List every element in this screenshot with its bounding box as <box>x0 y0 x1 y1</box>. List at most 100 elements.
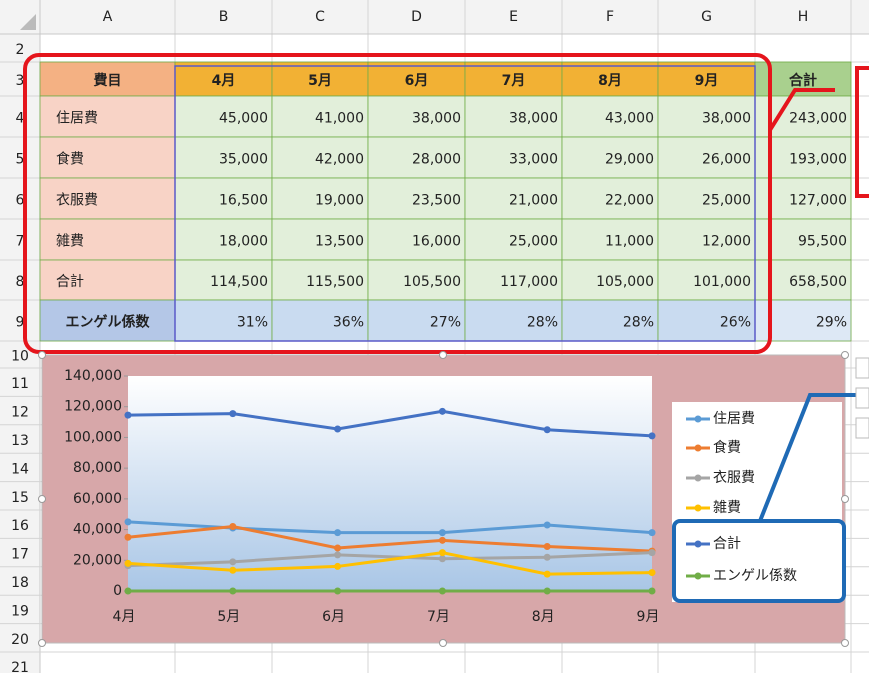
point <box>125 560 132 567</box>
header-text: 費目 <box>94 72 122 89</box>
row-number: 11 <box>11 376 29 392</box>
cell-text: 35,000 <box>219 152 268 168</box>
cell-text: 31% <box>237 315 268 331</box>
cell-text: 25,000 <box>702 193 751 209</box>
cell-text: 243,000 <box>789 111 847 127</box>
cell-text: 28% <box>527 315 558 331</box>
cell-text: 19,000 <box>315 193 364 209</box>
cell-text: 101,000 <box>693 274 751 290</box>
point <box>229 523 236 530</box>
x-tick-label: 8月 <box>532 609 555 625</box>
row-number: 18 <box>11 575 29 591</box>
cell-text: 38,000 <box>702 111 751 127</box>
point <box>334 563 341 570</box>
cell-text: 11,000 <box>605 234 654 250</box>
point <box>544 426 551 433</box>
row-number: 19 <box>11 603 29 619</box>
cell-text: 13,500 <box>315 234 364 250</box>
column-header: D <box>411 9 422 25</box>
legend-label: エンゲル係数 <box>713 568 797 584</box>
cell-text: 16,500 <box>219 193 268 209</box>
point <box>649 432 656 439</box>
point <box>229 410 236 417</box>
point <box>125 412 132 419</box>
cell-text: 95,500 <box>798 234 847 250</box>
y-tick-label: 120,000 <box>64 399 122 415</box>
cell-text: 127,000 <box>789 193 847 209</box>
point <box>439 529 446 536</box>
cell-text: 25,000 <box>509 234 558 250</box>
point <box>544 521 551 528</box>
cell-text: 29% <box>816 315 847 331</box>
resize-handle <box>440 640 447 647</box>
point <box>334 529 341 536</box>
point <box>334 545 341 552</box>
row-header-bar <box>0 0 40 673</box>
point <box>439 537 446 544</box>
cell-text: 合計 <box>56 274 84 290</box>
point <box>649 587 656 594</box>
legend-marker <box>695 416 702 423</box>
cell-text: 16,000 <box>412 234 461 250</box>
cell-text: 住居費 <box>56 111 98 127</box>
y-tick-label: 60,000 <box>73 491 122 507</box>
point <box>125 518 132 525</box>
cell-text: 26% <box>720 315 751 331</box>
point <box>544 587 551 594</box>
legend-marker <box>695 475 702 482</box>
resize-handle <box>39 352 46 359</box>
cell-text: 26,000 <box>702 152 751 168</box>
cell-text: 105,000 <box>596 274 654 290</box>
x-tick-label: 9月 <box>637 609 660 625</box>
y-tick-label: 40,000 <box>73 522 122 538</box>
cell-text: 28% <box>623 315 654 331</box>
point <box>125 534 132 541</box>
cell-text: 117,000 <box>500 274 558 290</box>
row-number: 15 <box>11 490 29 506</box>
legend-label: 食費 <box>713 439 741 456</box>
header-text: 8月 <box>598 73 622 89</box>
point <box>439 408 446 415</box>
legend-marker <box>695 445 702 452</box>
x-tick-label: 7月 <box>427 609 450 625</box>
cell-text: 22,000 <box>605 193 654 209</box>
resize-handle <box>842 640 849 647</box>
legend-label: 雑費 <box>713 500 741 516</box>
header-text: 合計 <box>789 72 817 89</box>
cell-text: 42,000 <box>315 152 364 168</box>
row-number: 12 <box>11 405 29 421</box>
column-header: E <box>509 9 518 25</box>
column-header: A <box>103 9 113 25</box>
column-header: G <box>701 9 712 25</box>
cell-text: 23,500 <box>412 193 461 209</box>
x-tick-label: 6月 <box>322 609 345 625</box>
row-number: 2 <box>16 42 25 58</box>
header-text: 9月 <box>695 73 719 89</box>
point <box>229 587 236 594</box>
cell-text: 41,000 <box>315 111 364 127</box>
cell-text: 雑費 <box>56 234 84 250</box>
cell-text: 12,000 <box>702 234 751 250</box>
y-tick-label: 140,000 <box>64 368 122 384</box>
cell-text: 193,000 <box>789 152 847 168</box>
legend-marker <box>695 573 702 580</box>
chart-filter-button[interactable] <box>856 418 869 438</box>
point <box>544 554 551 561</box>
column-header: H <box>798 9 809 25</box>
cell-text: 38,000 <box>412 111 461 127</box>
point <box>649 549 656 556</box>
point <box>334 587 341 594</box>
point <box>334 425 341 432</box>
column-header-bar <box>0 0 869 34</box>
legend-label: 住居費 <box>713 411 755 427</box>
red-bracket <box>857 68 869 196</box>
cell-text: 38,000 <box>509 111 558 127</box>
cell-text: 36% <box>333 315 364 331</box>
cell-text: 658,500 <box>789 274 847 290</box>
chart-element-button[interactable] <box>856 358 869 378</box>
cell-text: 28,000 <box>412 152 461 168</box>
chart-style-button[interactable] <box>856 388 869 408</box>
cell-text: エンゲル係数 <box>66 314 151 331</box>
